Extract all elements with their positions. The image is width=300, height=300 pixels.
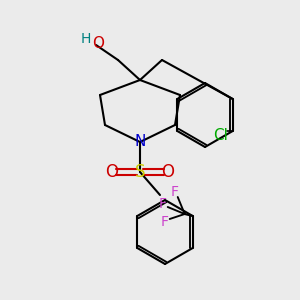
Text: O: O: [106, 163, 118, 181]
Text: H: H: [81, 32, 91, 46]
Text: F: F: [171, 185, 179, 199]
Text: O: O: [161, 163, 175, 181]
Text: S: S: [135, 163, 145, 181]
Text: F: F: [159, 197, 167, 211]
Text: F: F: [161, 215, 169, 229]
Text: O: O: [92, 35, 104, 50]
Text: Cl: Cl: [213, 128, 228, 142]
Text: N: N: [134, 134, 146, 149]
